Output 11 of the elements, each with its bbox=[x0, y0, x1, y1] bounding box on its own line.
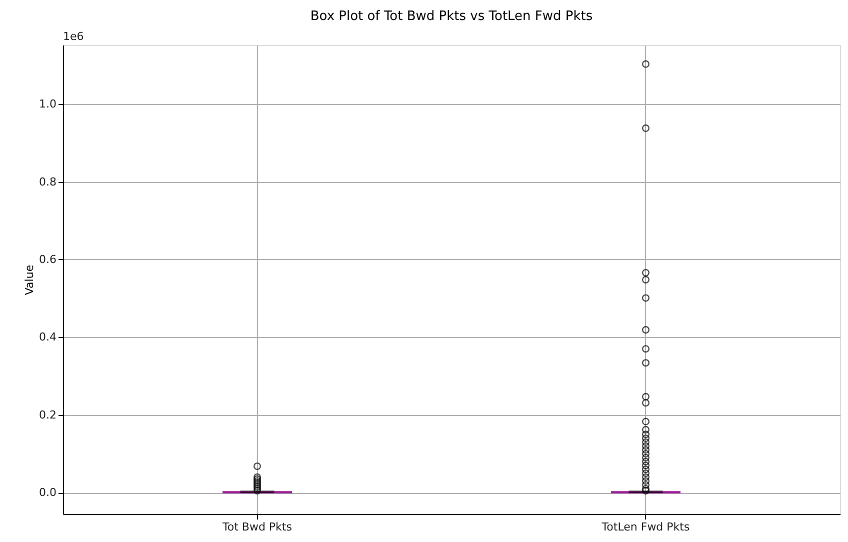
y-tick-label: 1.0 bbox=[39, 98, 56, 111]
y-tick-label: 0.4 bbox=[39, 330, 56, 344]
y-tick-label: 0.6 bbox=[39, 252, 56, 266]
chart-title: Box Plot of Tot Bwd Pkts vs TotLen Fwd Pkts bbox=[310, 9, 593, 24]
y-axis-title: Value bbox=[23, 264, 36, 296]
text: 1e6 bbox=[63, 30, 84, 43]
y-tick-label: 0.2 bbox=[39, 408, 56, 422]
x-tick-label: TotLen Fwd Pkts bbox=[600, 520, 690, 534]
y-tick-label: 0.0 bbox=[39, 486, 56, 500]
x-tick-label: Tot Bwd Pkts bbox=[222, 520, 292, 534]
y-tick-label: 0.8 bbox=[39, 175, 56, 188]
